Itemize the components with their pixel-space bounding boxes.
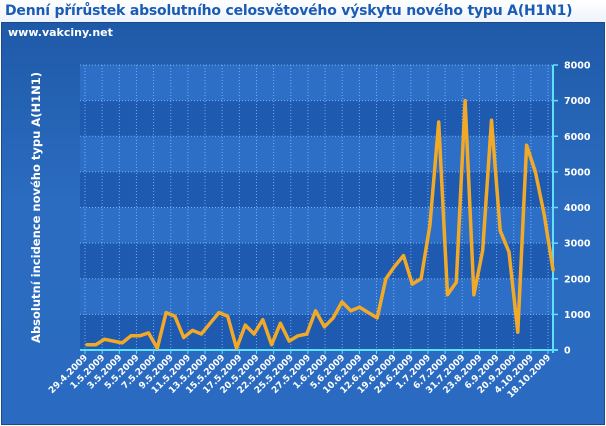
data-point	[173, 314, 177, 318]
data-point	[349, 309, 353, 313]
y-tick-label: 1000	[564, 310, 591, 321]
data-point	[252, 332, 256, 336]
data-point	[498, 229, 502, 233]
data-point	[454, 280, 458, 284]
data-point	[226, 314, 230, 318]
data-point	[428, 223, 432, 227]
data-point	[410, 282, 414, 286]
plot-band	[80, 207, 553, 244]
plot-band	[80, 171, 553, 208]
data-point	[278, 321, 282, 325]
data-point	[445, 293, 449, 297]
data-point	[507, 250, 511, 254]
data-point	[322, 325, 326, 329]
y-tick-label: 6000	[564, 132, 591, 143]
data-point	[164, 311, 168, 315]
data-point	[516, 330, 520, 334]
data-point	[463, 99, 467, 103]
data-point	[147, 331, 151, 335]
plot-band	[80, 136, 553, 172]
data-point	[358, 305, 362, 309]
data-point	[472, 293, 476, 297]
data-point	[481, 248, 485, 252]
data-point	[103, 337, 107, 341]
data-point	[234, 346, 238, 350]
data-point	[182, 336, 186, 340]
data-point	[191, 328, 195, 332]
website-link[interactable]: www.vakciny.net	[8, 26, 113, 39]
data-point	[331, 316, 335, 320]
data-point	[489, 118, 493, 122]
data-point	[85, 343, 89, 347]
y-tick-label: 7000	[564, 96, 591, 107]
data-point	[525, 143, 529, 147]
data-point	[542, 213, 546, 217]
data-point	[305, 332, 309, 336]
y-tick-label: 5000	[564, 167, 591, 178]
title-bar: Denní přírůstek absolutního celosvětovéh…	[0, 0, 606, 22]
y-tick-label: 0	[564, 346, 571, 357]
plot-band	[80, 65, 553, 101]
data-point	[393, 264, 397, 268]
data-point	[261, 318, 265, 322]
data-point	[551, 268, 555, 272]
y-tick-label: 3000	[564, 239, 591, 250]
data-point	[199, 332, 203, 336]
series-line	[85, 98, 555, 350]
data-point	[129, 334, 133, 338]
data-point	[287, 339, 291, 343]
y-tick-label: 4000	[564, 203, 591, 214]
y-tick-label: 8000	[564, 61, 591, 72]
data-point	[111, 339, 115, 343]
y-tick-label: 2000	[564, 274, 591, 285]
data-point	[217, 311, 221, 315]
data-point	[437, 120, 441, 124]
plot-band	[80, 314, 553, 350]
data-point	[419, 277, 423, 281]
data-point	[155, 346, 159, 350]
data-point	[138, 334, 142, 338]
data-point	[270, 343, 274, 347]
data-point	[375, 316, 379, 320]
y-axis-title: Absolutní incidence nového typu A(H1N1)	[29, 72, 43, 343]
data-point	[384, 277, 388, 281]
data-point	[402, 254, 406, 258]
data-point	[94, 343, 98, 347]
data-point	[208, 321, 212, 325]
plot-band	[80, 100, 553, 137]
data-point	[120, 341, 124, 345]
data-point	[340, 300, 344, 304]
data-point	[366, 311, 370, 315]
data-point	[533, 170, 537, 174]
data-point	[296, 334, 300, 338]
plot-band	[80, 278, 553, 315]
data-point	[243, 323, 247, 327]
data-point	[314, 309, 318, 313]
chart-title: Denní přírůstek absolutního celosvětovéh…	[5, 3, 573, 19]
